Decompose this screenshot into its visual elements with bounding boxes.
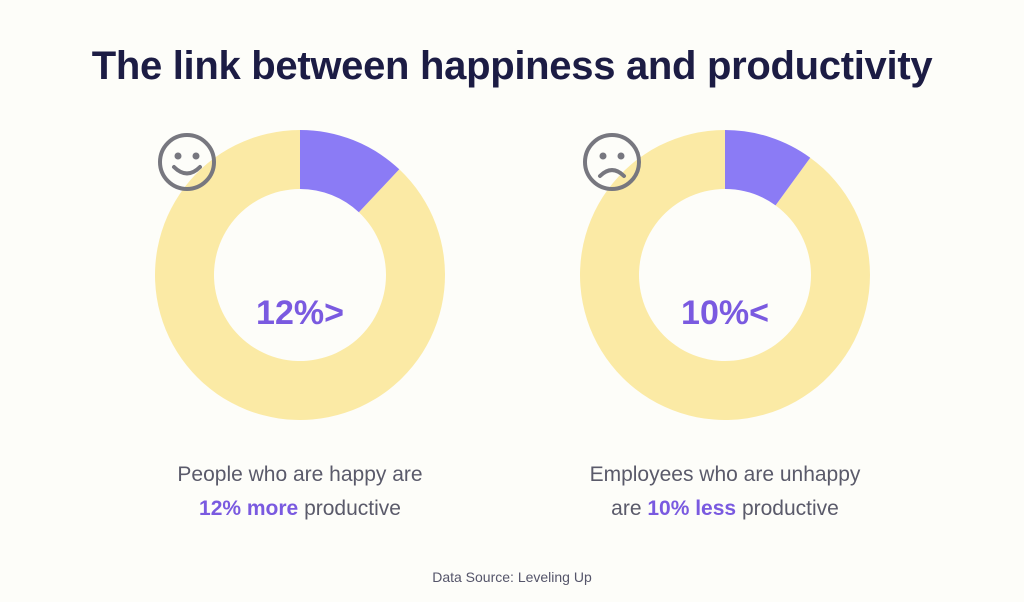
smiley-face-icon xyxy=(158,133,216,191)
donut-slice-happy xyxy=(300,130,400,213)
caption-happy: People who are happy are 12% more produc… xyxy=(110,458,490,526)
caption-happy-line2: 12% more productive xyxy=(110,492,490,526)
caption-happy-line1: People who are happy are xyxy=(177,463,423,486)
donut-center-label-unhappy: 10%< xyxy=(681,294,769,332)
caption-happy-highlight: 12% more xyxy=(199,497,299,520)
caption-unhappy-before: are xyxy=(611,497,642,520)
caption-unhappy-highlight: 10% less xyxy=(647,497,737,520)
data-source: Data Source: Leveling Up xyxy=(432,569,592,585)
caption-unhappy-after: productive xyxy=(741,497,839,520)
caption-unhappy: Employees who are unhappy are 10% less p… xyxy=(535,458,915,526)
chart-title: The link between happiness and productiv… xyxy=(91,44,933,88)
donut-center-label-happy: 12%> xyxy=(256,294,344,332)
caption-happy-after: productive xyxy=(304,497,401,520)
donut-svg-happy xyxy=(155,130,445,420)
donut-slice-rest xyxy=(580,130,870,420)
caption-unhappy-line2: are 10% less productive xyxy=(535,492,915,526)
donut-slice-rest xyxy=(155,130,445,420)
caption-unhappy-line1: Employees who are unhappy xyxy=(589,463,861,486)
donut-slice-unhappy xyxy=(725,130,811,206)
donut-chart-happy: 12%> xyxy=(155,130,445,420)
frowning-face-icon xyxy=(583,133,641,191)
donut-chart-unhappy: 10%< xyxy=(580,130,870,420)
donut-svg-unhappy xyxy=(580,130,870,420)
